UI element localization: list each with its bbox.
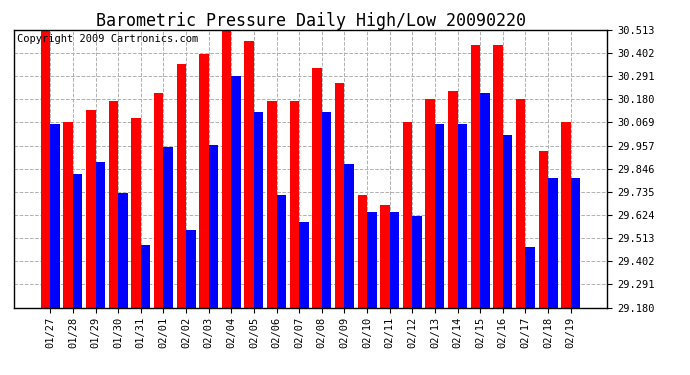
Bar bbox=[177, 64, 186, 308]
Bar bbox=[471, 45, 480, 308]
Bar bbox=[63, 122, 73, 308]
Bar bbox=[118, 193, 128, 308]
Bar bbox=[131, 118, 141, 308]
Bar bbox=[457, 124, 467, 308]
Bar bbox=[41, 31, 50, 308]
Bar bbox=[561, 122, 571, 308]
Bar bbox=[199, 54, 208, 307]
Bar bbox=[571, 178, 580, 308]
Bar bbox=[141, 245, 150, 308]
Bar bbox=[426, 99, 435, 308]
Bar bbox=[313, 68, 322, 308]
Bar bbox=[231, 76, 241, 308]
Bar bbox=[344, 164, 354, 308]
Bar bbox=[208, 145, 218, 308]
Text: Copyright 2009 Cartronics.com: Copyright 2009 Cartronics.com bbox=[17, 34, 198, 44]
Bar bbox=[493, 45, 503, 308]
Bar bbox=[367, 212, 377, 308]
Bar bbox=[548, 178, 558, 308]
Bar bbox=[186, 231, 195, 308]
Bar bbox=[86, 110, 95, 308]
Bar bbox=[322, 112, 331, 308]
Bar bbox=[413, 216, 422, 308]
Bar bbox=[277, 195, 286, 308]
Bar bbox=[73, 174, 82, 308]
Bar bbox=[50, 124, 60, 308]
Bar bbox=[503, 135, 513, 308]
Bar bbox=[357, 195, 367, 308]
Bar bbox=[390, 212, 400, 308]
Bar bbox=[516, 99, 526, 308]
Bar bbox=[267, 101, 277, 308]
Bar bbox=[539, 152, 548, 308]
Bar bbox=[299, 222, 308, 308]
Bar bbox=[95, 162, 105, 308]
Bar bbox=[254, 112, 264, 308]
Bar bbox=[480, 93, 490, 308]
Bar bbox=[403, 122, 413, 308]
Bar bbox=[335, 82, 344, 308]
Bar bbox=[244, 41, 254, 308]
Title: Barometric Pressure Daily High/Low 20090220: Barometric Pressure Daily High/Low 20090… bbox=[95, 12, 526, 30]
Bar bbox=[221, 28, 231, 308]
Bar bbox=[108, 101, 118, 308]
Bar bbox=[448, 91, 457, 308]
Bar bbox=[154, 93, 164, 308]
Bar bbox=[435, 124, 444, 308]
Bar bbox=[526, 247, 535, 308]
Bar bbox=[380, 206, 390, 308]
Bar bbox=[164, 147, 173, 308]
Bar bbox=[290, 101, 299, 308]
